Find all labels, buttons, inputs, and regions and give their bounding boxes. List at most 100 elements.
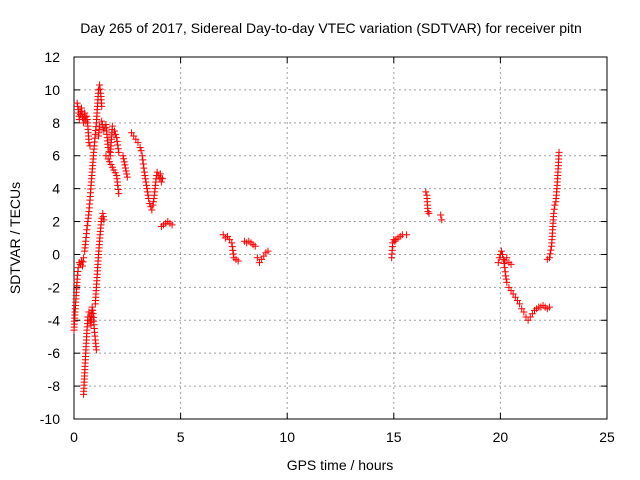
data-point [142,181,150,189]
data-point [83,222,91,230]
data-point [123,173,131,181]
data-point [157,178,165,186]
data-point [137,147,145,155]
data-point [391,237,399,245]
data-point [437,211,445,219]
data-point [264,247,272,255]
data-point [144,191,152,199]
data-point [494,259,502,267]
data-point [99,213,107,221]
data-point [99,209,107,217]
x-tick-label: 5 [177,429,185,445]
data-point [229,246,237,254]
data-point [123,170,131,178]
data-point [73,99,81,107]
axis-ticks [73,56,608,420]
data-point [98,102,106,110]
data-point [114,141,122,149]
data-point [79,262,87,270]
data-point [156,170,164,178]
data-point [113,134,121,142]
data-point [503,278,511,286]
data-point [144,188,152,196]
data-point [140,164,148,172]
data-point [113,137,121,145]
data-point [139,160,147,168]
x-axis-label: GPS time / hours [287,457,394,473]
data-point [501,268,509,276]
data-point [550,209,558,217]
data-point [545,254,553,262]
y-tick-label: -4 [48,312,61,328]
data-point [82,117,90,125]
data-point [547,246,555,254]
data-point [520,308,528,316]
y-tick-label: 10 [44,82,60,98]
data-point [121,164,129,172]
data-point [148,206,156,214]
data-point [550,205,558,213]
data-point [120,158,128,166]
data-point [115,190,123,198]
data-point [111,127,119,135]
chart-title: Day 265 of 2017, Sidereal Day-to-day VTE… [80,20,582,36]
x-tick-label: 25 [599,429,615,445]
data-point [545,303,553,311]
data-point [80,254,88,262]
data-point [228,243,236,251]
data-point [253,254,261,262]
y-axis-label: SDTVAR / TECUs [7,182,23,294]
data-point [140,168,148,176]
data-point [516,300,524,308]
data-point [74,102,82,110]
y-tick-label: 12 [44,49,60,65]
data-point [499,250,507,258]
data-point [146,199,154,207]
y-tick-label: 8 [52,115,60,131]
data-point [153,168,161,176]
data-point [168,221,176,229]
y-tick-label: 2 [52,214,60,230]
x-tick-labels: 0 5 10 15 20 25 [70,429,615,445]
data-point [114,181,122,189]
data-point [143,185,151,193]
data-point [79,258,87,266]
data-point [424,208,432,216]
data-point [555,148,563,156]
x-tick-label: 15 [386,429,402,445]
data-point [139,156,147,164]
data-point [136,144,144,151]
data-point [115,148,123,156]
data-point [98,117,106,125]
data-point [229,250,237,258]
y-tick-label: -6 [48,345,61,361]
data-point [507,260,515,268]
data-point [141,171,149,179]
data-point [96,85,104,93]
data-point [142,178,150,186]
data-point [119,152,127,160]
x-tick-label: 20 [493,429,509,445]
grid-lines [74,57,607,419]
y-tick-labels: -10 -8 -6 -4 -2 0 2 4 6 8 10 12 [40,49,60,427]
data-point [89,306,97,314]
y-tick-label: 4 [52,181,60,197]
y-tick-label: -2 [48,279,61,295]
data-point [141,175,149,183]
data-point [157,174,165,182]
data-point [134,139,142,147]
data-point [403,231,411,239]
data-point [122,167,130,175]
data-point [108,122,116,130]
data-point [551,201,559,209]
data-point [425,209,433,217]
data-point [497,247,505,255]
data-series-sdtvar [70,81,563,398]
data-point [500,255,508,263]
data-point [228,239,236,247]
plot-frame [73,56,608,420]
data-point [85,139,93,147]
data-point [120,155,128,163]
data-point [234,257,242,265]
data-point [502,272,510,280]
